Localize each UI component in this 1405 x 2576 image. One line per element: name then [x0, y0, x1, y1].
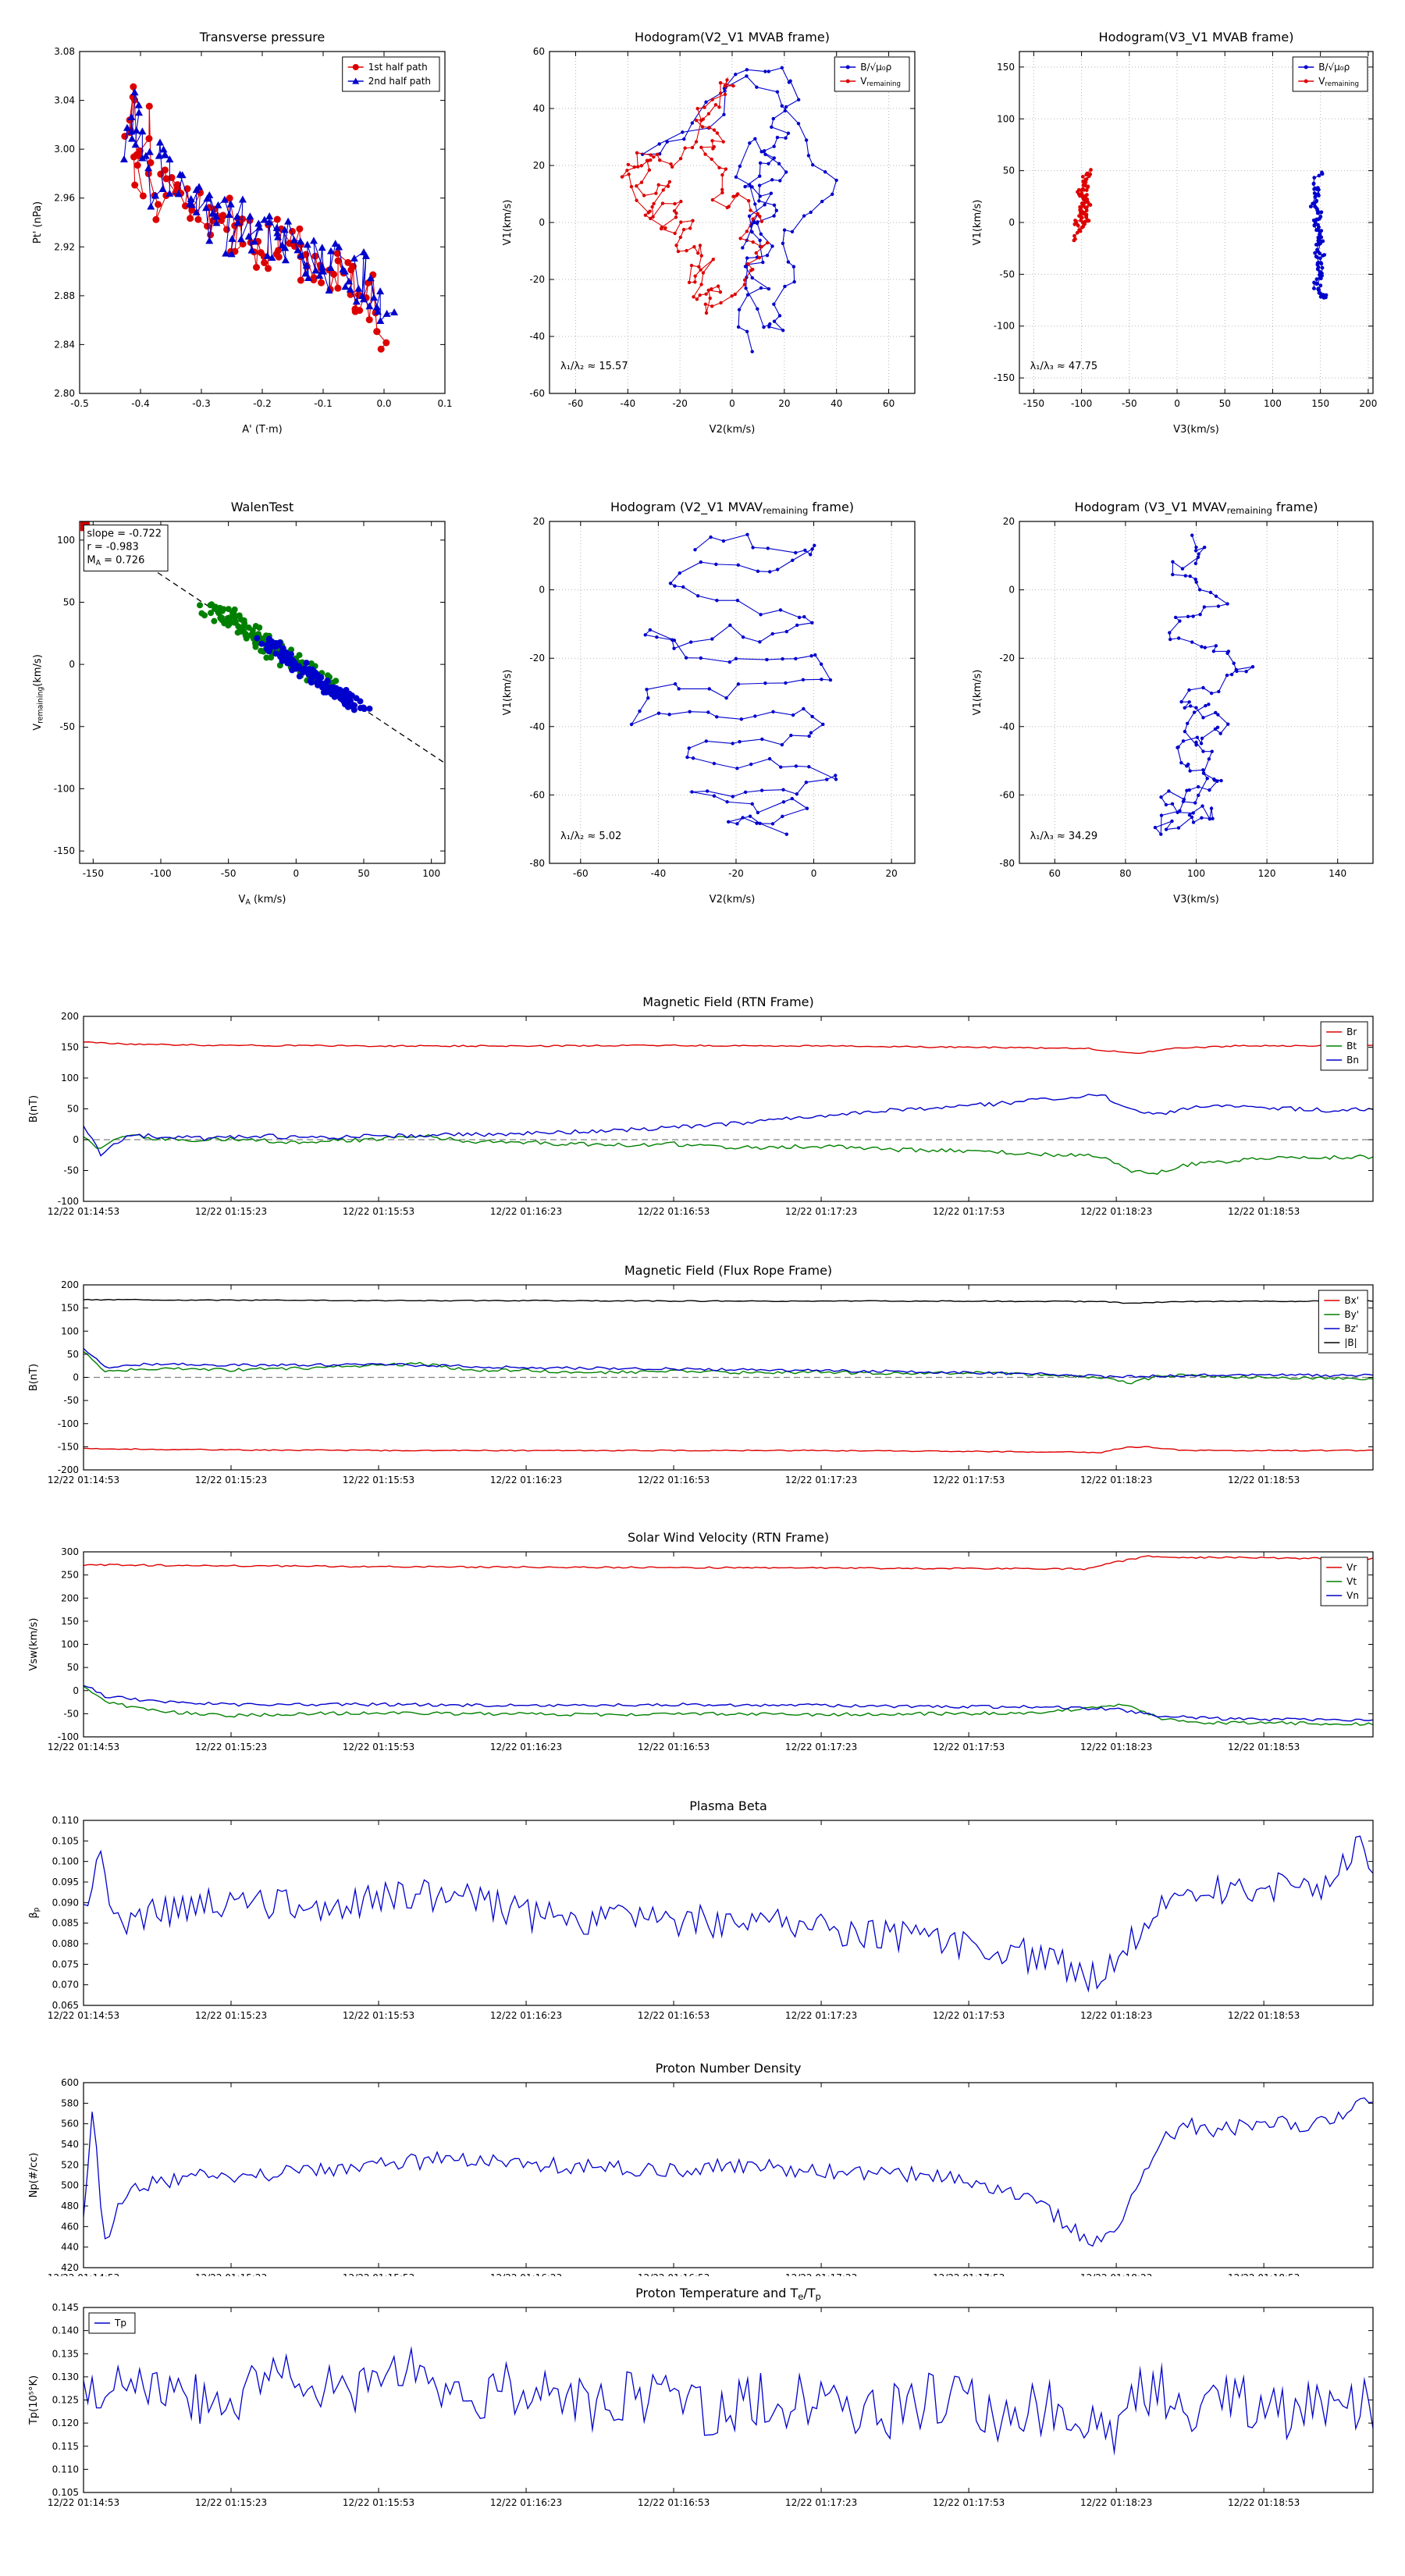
- proton-number-density-canvas: [20, 2051, 1385, 2303]
- chart-proton-number-density: [20, 2051, 1385, 2303]
- chart-hodogram-v2v1-mvab: [493, 14, 930, 442]
- chart-magnetic-field-rtn: [20, 985, 1385, 1236]
- magnetic-field-rtn-canvas: [20, 985, 1385, 1236]
- walen-test-canvas: [23, 484, 461, 912]
- chart-solar-wind-velocity: [20, 1521, 1385, 1772]
- solar-wind-velocity-canvas: [20, 1521, 1385, 1772]
- chart-proton-temperature: [20, 2276, 1385, 2528]
- transverse-pressure-canvas: [23, 14, 461, 442]
- chart-plasma-beta: [20, 1789, 1385, 2041]
- chart-transverse-pressure: [23, 14, 461, 442]
- proton-temperature-canvas: [20, 2276, 1385, 2528]
- chart-hodogram-v3v1-mvav: [963, 484, 1389, 912]
- hodogram-v2v1-mvav-canvas: [493, 484, 930, 912]
- hodogram-v2v1-mvab-canvas: [493, 14, 930, 442]
- hodogram-v3v1-mvab-canvas: [963, 14, 1389, 442]
- chart-walen-test: [23, 484, 461, 912]
- chart-magnetic-field-fluxrope: [20, 1254, 1385, 1505]
- hodogram-v3v1-mvav-canvas: [963, 484, 1389, 912]
- magnetic-field-fluxrope-canvas: [20, 1254, 1385, 1505]
- plasma-beta-canvas: [20, 1789, 1385, 2041]
- chart-hodogram-v2v1-mvav: [493, 484, 930, 912]
- chart-hodogram-v3v1-mvab: [963, 14, 1389, 442]
